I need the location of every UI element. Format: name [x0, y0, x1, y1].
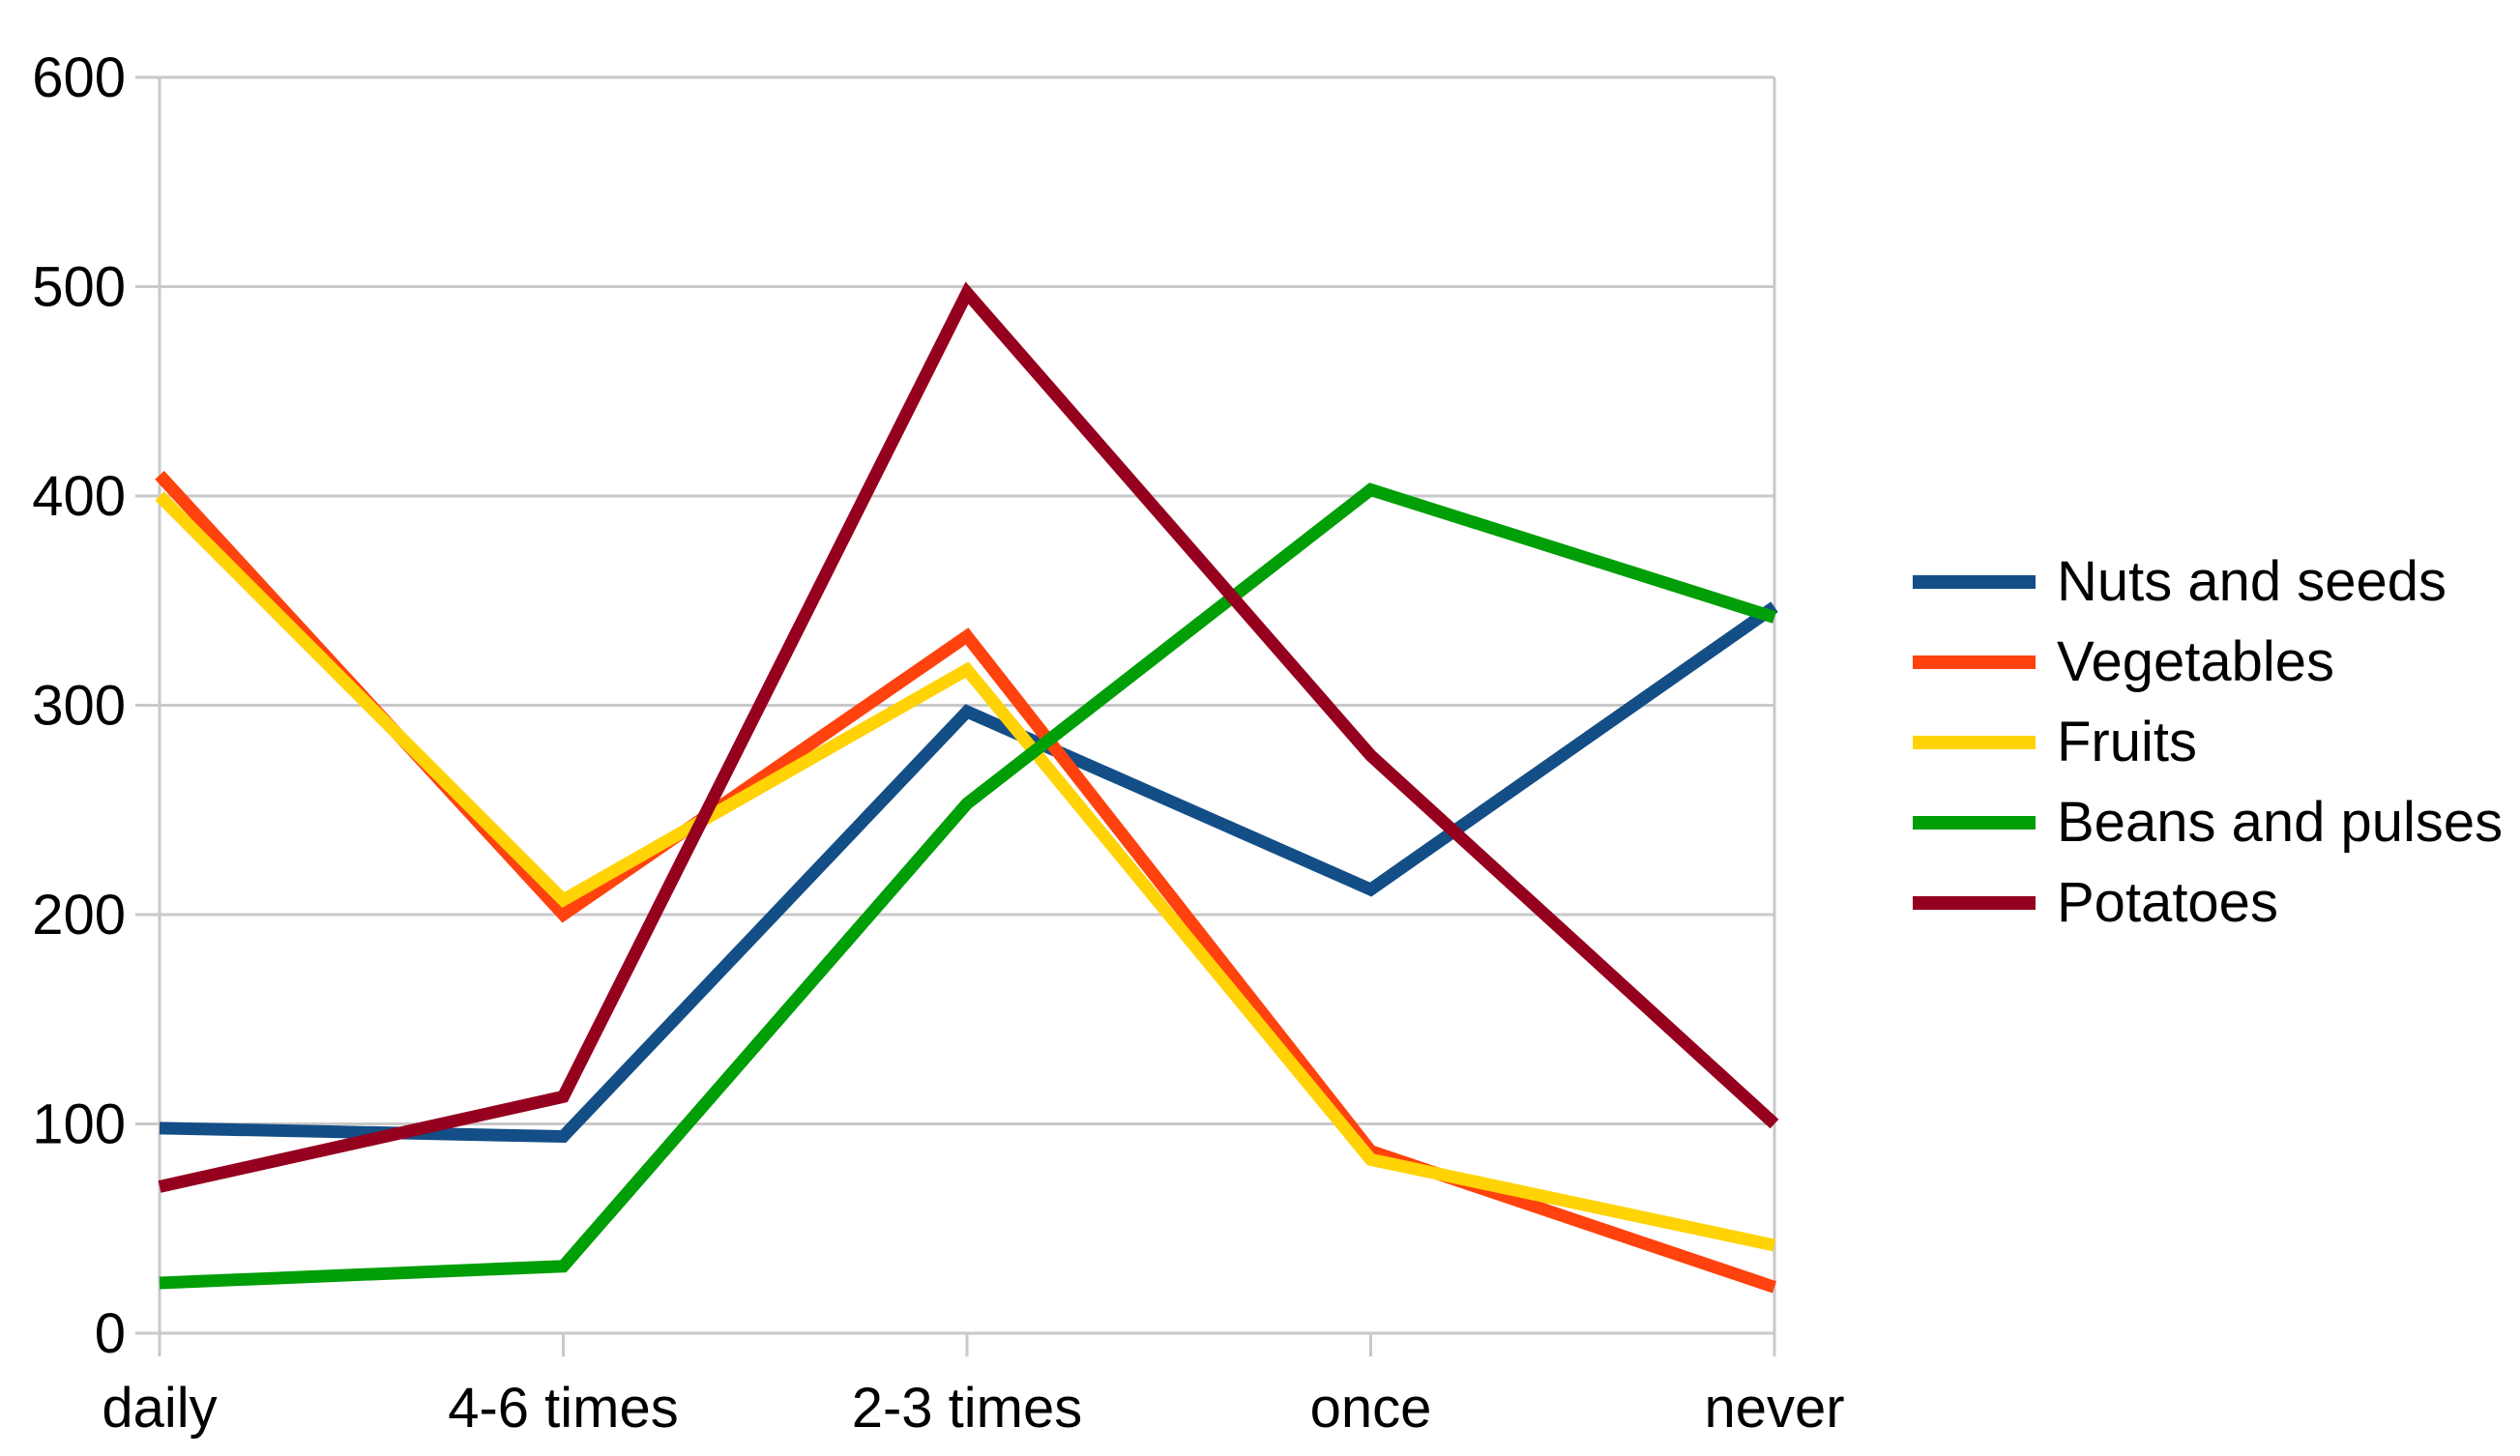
y-tick-label-600: 600 [32, 46, 126, 109]
legend-item-vegetables: Vegetables [1913, 622, 2503, 702]
chart-legend: Nuts and seeds Vegetables Fruits Beans a… [1913, 541, 2503, 943]
x-tick-label-2-3-times: 2-3 times [852, 1377, 1083, 1440]
series-line-fruits [155, 491, 1776, 1252]
legend-label: Beans and pulses [2057, 790, 2504, 854]
legend-item-beans-and-pulses: Beans and pulses [1913, 782, 2503, 862]
y-tick-label-300: 300 [32, 675, 126, 738]
x-tick-label-4-6-times: 4-6 times [448, 1377, 679, 1440]
legend-swatch-potatoes [1913, 895, 2036, 910]
legend-swatch-fruits [1913, 735, 2036, 749]
y-tick-label-500: 500 [32, 256, 126, 319]
legend-label: Fruits [2057, 710, 2197, 773]
y-tick-label-400: 400 [32, 465, 126, 528]
legend-swatch-nuts-and-seeds [1913, 574, 2036, 589]
legend-swatch-beans-and-pulses [1913, 815, 2036, 830]
x-tick-label-never: never [1704, 1377, 1844, 1440]
x-tick-label-daily: daily [102, 1377, 217, 1440]
series-line-beans-and-pulses [159, 482, 1776, 1290]
y-tick-label-100: 100 [32, 1093, 126, 1156]
y-tick-label-0: 0 [95, 1302, 126, 1365]
legend-label: Vegetables [2057, 629, 2335, 693]
legend-item-potatoes: Potatoes [1913, 862, 2503, 943]
x-tick-label-once: once [1310, 1377, 1432, 1440]
legend-label: Nuts and seeds [2057, 549, 2447, 613]
series-line-nuts-and-seeds [159, 601, 1778, 1144]
y-tick-label-200: 200 [32, 884, 126, 946]
legend-item-nuts-and-seeds: Nuts and seeds [1913, 541, 2503, 622]
legend-swatch-vegetables [1913, 655, 2036, 669]
legend-label: Potatoes [2057, 870, 2278, 934]
legend-item-fruits: Fruits [1913, 702, 2503, 782]
series-line-vegetables [155, 470, 1777, 1294]
series-line-potatoes [158, 281, 1779, 1193]
